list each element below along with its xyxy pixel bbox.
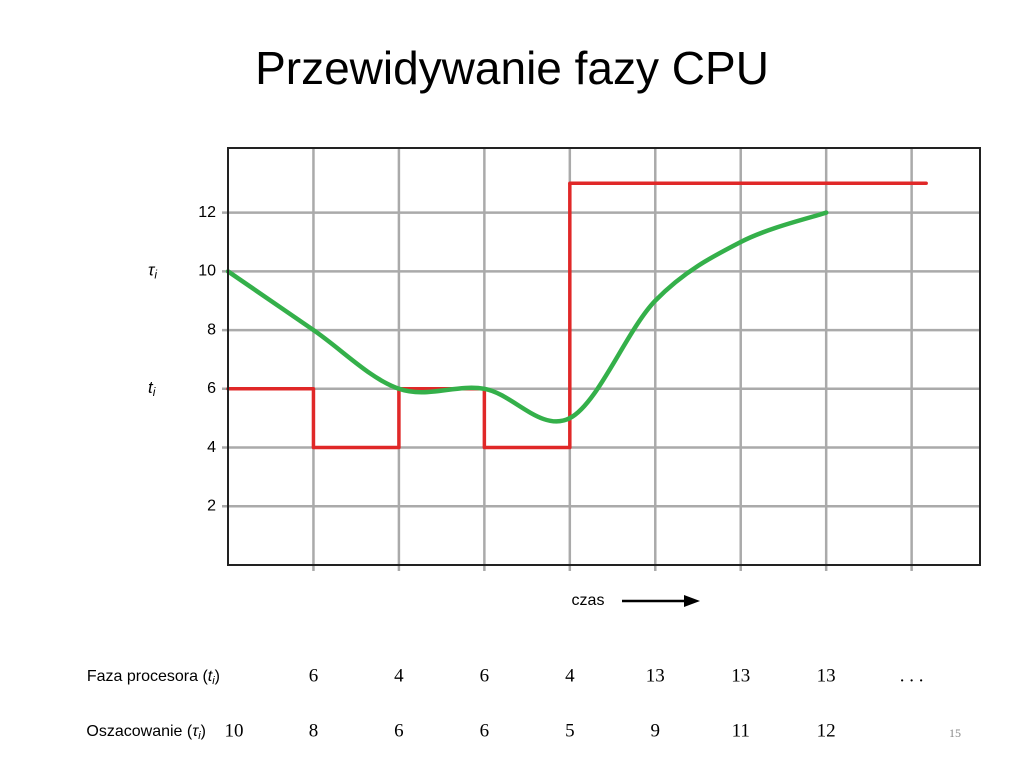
label-part: τ [192,723,199,740]
label-part: i [212,675,215,687]
y-tick-label: 12 [198,204,216,221]
label-part: τ [148,261,156,280]
series-label: ti [148,378,156,399]
label-part: i [154,267,157,281]
row-label: Faza procesora (ti) [87,668,220,687]
table-value: 10 [225,720,244,741]
label-part: t [148,378,154,397]
plot-area [228,148,980,565]
table-value: 9 [651,720,661,741]
label-part: Faza procesora ( [87,668,209,685]
label-part: i [153,385,156,399]
table-value: 13 [646,665,665,686]
label-part: ) [215,668,220,685]
estimate-curve [225,210,829,424]
table-value: 12 [817,720,836,741]
table-value: 8 [309,720,319,741]
table-value: 13 [731,665,750,686]
row-label: Oszacowanie (τi) [86,723,206,742]
label-part: t [208,668,213,685]
table-value: 4 [394,665,404,686]
table-value: 11 [732,720,750,741]
y-tick-label: 8 [207,321,216,338]
y-tick-label: 2 [207,497,216,514]
table-value: 6 [480,720,490,741]
label-part: i [198,730,201,742]
table-value: 6 [480,665,490,686]
label-part: ) [201,723,206,740]
y-tick-label: 6 [207,380,216,397]
label-part: Oszacowanie ( [86,723,192,740]
axis-arrowhead [684,595,700,607]
table-value: 5 [565,720,575,741]
x-axis-label: czas [572,592,605,609]
plot-frame [227,147,981,566]
table-value: 13 [817,665,836,686]
y-tick-label: 10 [198,263,216,280]
series-label: τi [148,261,157,282]
table-value: 6 [394,720,404,741]
table-value: 4 [565,665,575,686]
page-number: 15 [949,726,961,740]
y-tick-label: 4 [207,439,216,456]
slide-title: Przewidywanie fazy CPU [255,42,769,94]
table-value: 6 [309,665,319,686]
table-ellipsis: . . . [900,665,924,686]
